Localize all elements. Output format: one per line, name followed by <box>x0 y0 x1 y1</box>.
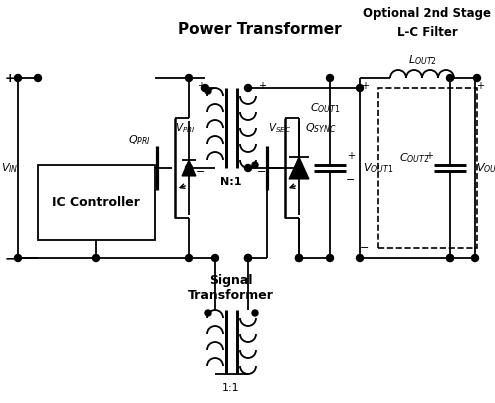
Text: −: − <box>4 251 16 265</box>
Circle shape <box>472 255 479 262</box>
Circle shape <box>252 310 258 316</box>
Text: −: − <box>257 167 267 177</box>
Circle shape <box>245 85 251 91</box>
Text: +: + <box>425 151 433 161</box>
Text: −: − <box>197 167 206 177</box>
Text: $V_{IN}$: $V_{IN}$ <box>1 161 19 175</box>
Text: $V_{OUT2}$: $V_{OUT2}$ <box>476 161 495 175</box>
Circle shape <box>446 255 453 262</box>
Text: +: + <box>197 81 205 91</box>
Circle shape <box>474 75 481 81</box>
Circle shape <box>211 255 218 262</box>
Text: $Q_{SYNC}$: $Q_{SYNC}$ <box>305 121 337 135</box>
Text: $C_{OUT2}$: $C_{OUT2}$ <box>399 151 429 165</box>
Circle shape <box>296 255 302 262</box>
Text: $L_{OUT2}$: $L_{OUT2}$ <box>407 53 437 67</box>
Text: L-C Filter: L-C Filter <box>396 25 457 39</box>
Circle shape <box>201 85 208 91</box>
Text: $V_{SEC}$: $V_{SEC}$ <box>268 121 292 135</box>
Text: IC Controller: IC Controller <box>52 195 140 208</box>
Circle shape <box>205 88 211 94</box>
Circle shape <box>356 85 363 91</box>
Circle shape <box>356 255 363 262</box>
Circle shape <box>327 255 334 262</box>
Circle shape <box>252 162 258 168</box>
Text: +: + <box>361 81 369 91</box>
Text: $V_{OUT1}$: $V_{OUT1}$ <box>363 161 393 175</box>
Text: $Q_{PRI}$: $Q_{PRI}$ <box>128 133 150 147</box>
Circle shape <box>296 255 302 262</box>
Text: Optional 2nd Stage: Optional 2nd Stage <box>363 8 491 21</box>
Polygon shape <box>182 160 196 176</box>
Polygon shape <box>289 157 309 179</box>
Text: +: + <box>258 81 266 91</box>
Text: −: − <box>360 243 370 253</box>
Circle shape <box>327 75 334 81</box>
Circle shape <box>14 75 21 81</box>
Circle shape <box>446 255 453 262</box>
Circle shape <box>446 75 453 81</box>
Text: N:1: N:1 <box>220 177 242 187</box>
Text: Power Transformer: Power Transformer <box>178 23 342 37</box>
Circle shape <box>245 164 251 172</box>
Text: Signal
Transformer: Signal Transformer <box>188 274 274 302</box>
Text: −: − <box>346 175 356 185</box>
Circle shape <box>205 310 211 316</box>
Circle shape <box>245 255 251 262</box>
Text: $V_{PRI}$: $V_{PRI}$ <box>175 121 195 135</box>
Circle shape <box>296 164 302 172</box>
Text: +: + <box>476 81 484 91</box>
Circle shape <box>93 255 99 262</box>
Text: 1:1: 1:1 <box>222 383 240 393</box>
Text: +: + <box>347 151 355 161</box>
Circle shape <box>186 164 193 172</box>
Bar <box>378 88 477 248</box>
Circle shape <box>186 75 193 81</box>
Circle shape <box>186 255 193 262</box>
Circle shape <box>35 75 42 81</box>
Circle shape <box>245 255 251 262</box>
Circle shape <box>14 255 21 262</box>
Bar <box>38 165 155 240</box>
Text: +: + <box>4 71 15 85</box>
Text: $C_{OUT1}$: $C_{OUT1}$ <box>310 101 340 115</box>
